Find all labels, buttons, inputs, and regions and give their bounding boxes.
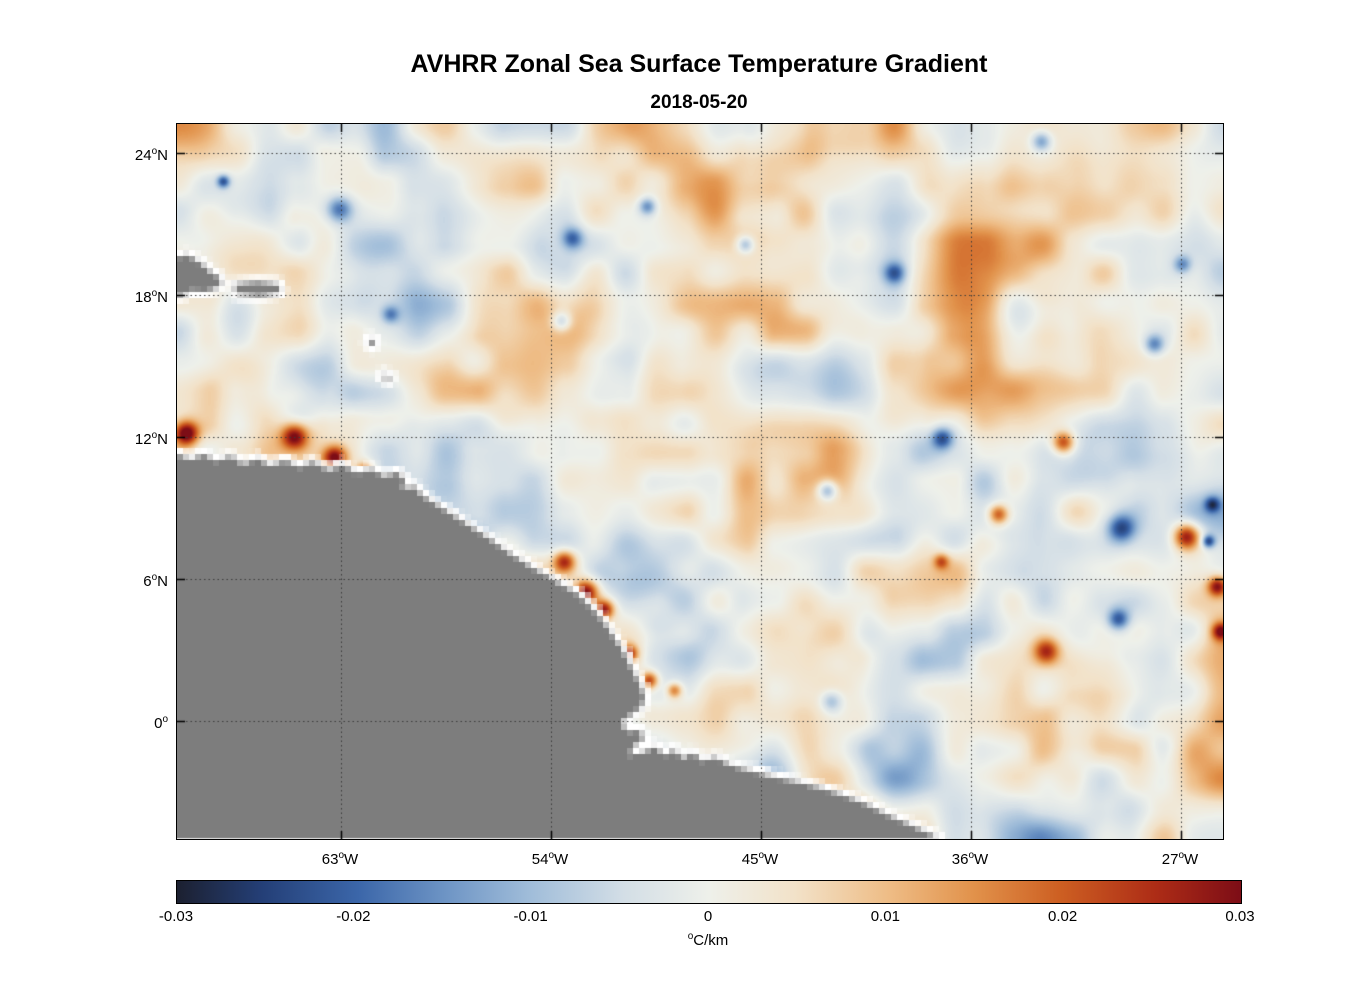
x-tick-label: 45oW [741,850,779,868]
degree-symbol: o [687,931,694,942]
x-tick-label: 27oW [1161,850,1199,868]
chart-title: AVHRR Zonal Sea Surface Temperature Grad… [410,50,988,78]
y-tick-label: 24oN [134,146,168,165]
chart-date-subtitle: 2018-05-20 [650,92,748,113]
colorbar-tick-label: 0.02 [1048,908,1078,925]
colorbar-tick-label: -0.02 [336,908,371,925]
y-tick-label: 6oN [143,571,168,590]
colorbar-tick-label: 0 [703,908,713,925]
colorbar-tick-label: -0.01 [513,908,548,925]
y-tick-label: 18oN [134,288,168,307]
colorbar-tick-label: 0.03 [1225,908,1255,925]
unit-text: C/km [693,932,729,949]
colorbar-unit-label: oC/km [176,931,1240,949]
x-tick-label: 63oW [321,850,359,868]
colorbar-tick-label: 0.01 [870,908,900,925]
map-plot-area [176,123,1224,840]
x-tick-label: 54oW [531,850,569,868]
colorbar-tick-label: -0.03 [158,908,194,925]
y-tick-label: 0o [154,713,168,732]
sst-gradient-heatmap [177,124,1223,839]
colorbar-gradient [176,880,1242,904]
y-tick-label: 12oN [134,430,168,449]
x-tick-label: 36oW [951,850,989,868]
